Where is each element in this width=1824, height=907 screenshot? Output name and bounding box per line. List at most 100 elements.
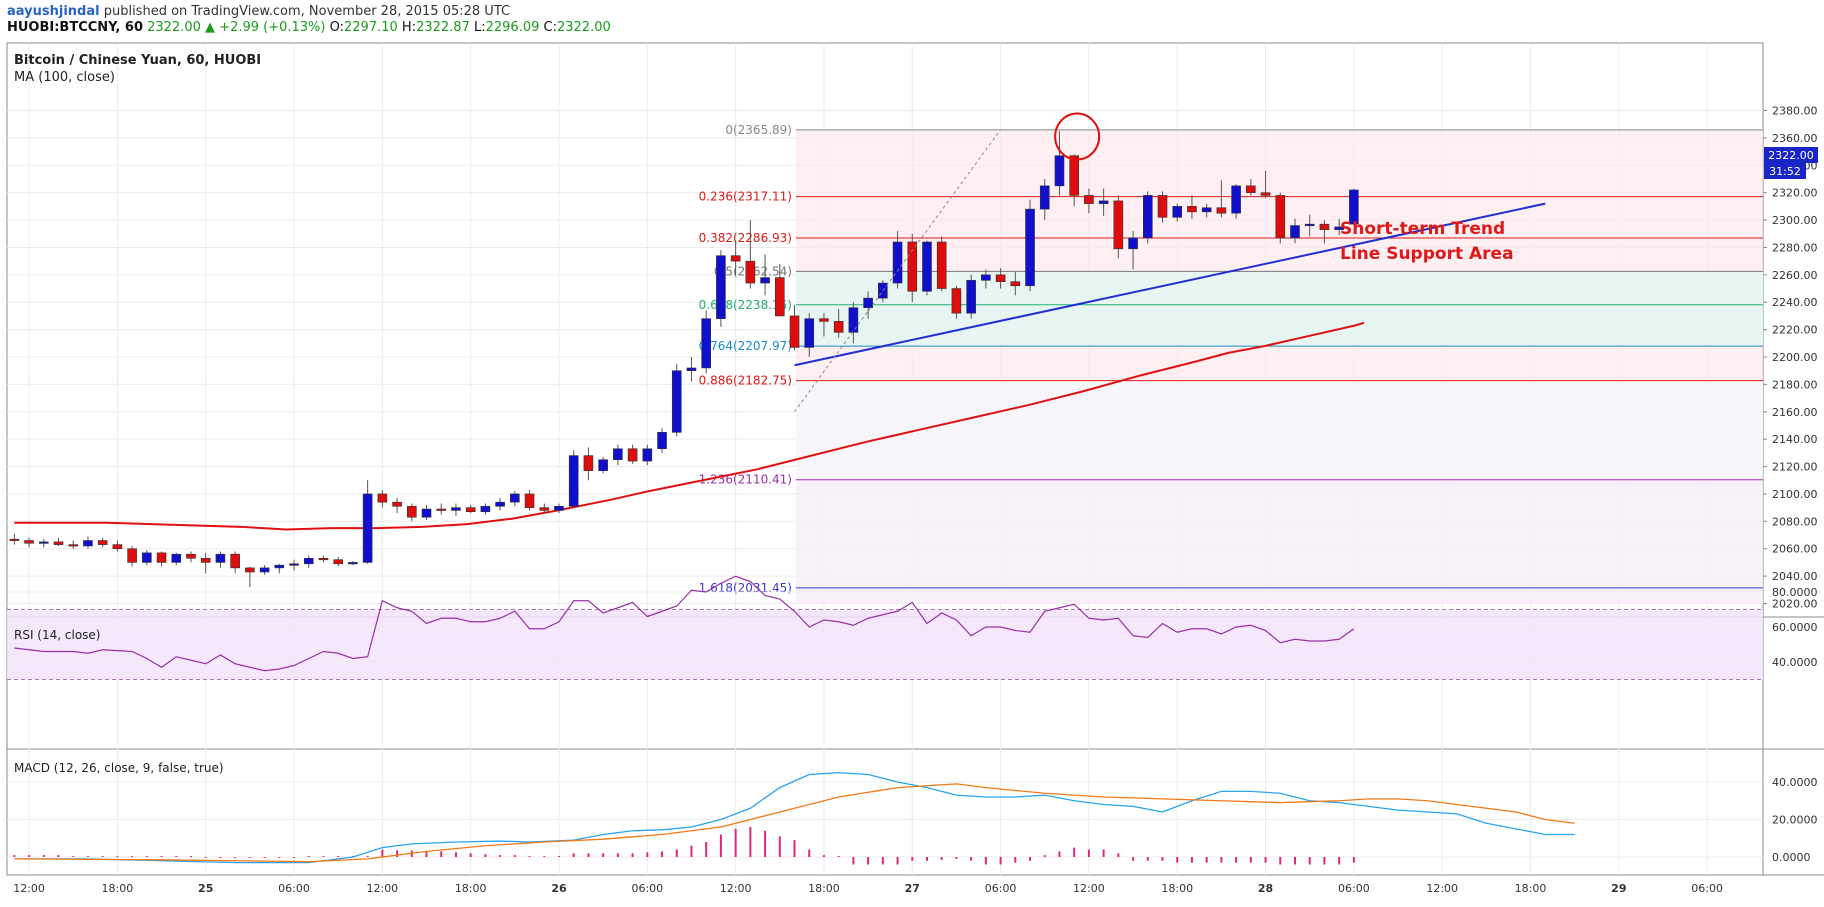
macd-label: MACD (12, 26, close, 9, false, true) xyxy=(14,761,224,775)
candle-body xyxy=(274,564,285,569)
price-tick-label: 2220.00 xyxy=(1772,324,1818,337)
time-axis[interactable]: 12:00 18:00 25 06:00 12:00 18:00 26 06:00 12:00 1… xyxy=(13,882,1723,895)
candle-body xyxy=(789,315,800,348)
candle-body xyxy=(1069,155,1079,196)
candle-body xyxy=(245,567,255,573)
chart-canvas[interactable]: 0(2365.89) 0.236(2317.11) 0.382(2286.93) 0.… xyxy=(0,40,1824,907)
price-tag-box xyxy=(1764,147,1818,163)
time-tick-label: 18:00 xyxy=(1161,882,1193,895)
macd-tick-label: 20.0000 xyxy=(1772,814,1818,827)
price-tick-label: 2320.00 xyxy=(1772,187,1818,200)
candle-body xyxy=(451,507,461,511)
annotation-line-2: Line Support Area xyxy=(1340,244,1514,264)
rsi-tick-label: 60.0000 xyxy=(1772,621,1818,634)
fib-level-label: 1.618(2031.45) xyxy=(699,581,792,595)
close-label: C: xyxy=(543,20,557,35)
high-label: H: xyxy=(401,20,417,35)
fib-level-label: 0.382(2286.93) xyxy=(699,231,792,245)
candle-body xyxy=(907,241,918,292)
rsi-pane: 80.0000 60.0000 40.0000 xyxy=(7,575,1818,680)
price-axis[interactable]: 2020.00 2040.00 2060.00 2080.00 2100.00 2120.… xyxy=(1763,105,1818,611)
price-tick-label: 2180.00 xyxy=(1772,378,1818,391)
candle-body xyxy=(9,538,20,541)
candle-body xyxy=(745,260,756,284)
fib-level-label: 0.764(2207.97) xyxy=(699,339,792,353)
time-tick-label: 26 xyxy=(551,882,567,895)
price-tick-label: 2200.00 xyxy=(1772,351,1818,364)
candle-body xyxy=(981,274,991,281)
candle-body xyxy=(259,567,270,573)
candle-body xyxy=(1334,226,1344,230)
candle-body xyxy=(1128,237,1138,250)
fibonacci-retracement[interactable]: 0(2365.89) 0.236(2317.11) 0.382(2286.93) 0.… xyxy=(699,123,1763,604)
price-tick-label: 2240.00 xyxy=(1772,296,1818,309)
candle-body xyxy=(97,540,108,545)
time-tick-label: 18:00 xyxy=(1515,882,1547,895)
candle-body xyxy=(1054,155,1065,187)
high-circle-marker[interactable] xyxy=(1054,112,1101,161)
fib-anchor-line[interactable] xyxy=(794,129,1001,413)
candle-body xyxy=(406,505,417,518)
price-tick-label: 2100.00 xyxy=(1772,488,1818,501)
open-label: O: xyxy=(329,20,345,35)
candle-body xyxy=(951,288,962,314)
trend-line[interactable] xyxy=(794,202,1546,367)
price-tick-label: 2380.00 xyxy=(1772,105,1818,118)
candle-body xyxy=(833,321,844,333)
fib-level-label: 0.886(2182.75) xyxy=(699,374,792,388)
macd-signal-line xyxy=(14,783,1575,863)
drawings[interactable] xyxy=(794,112,1546,413)
fib-zone-lower xyxy=(795,380,1763,480)
price-tick-label: 2260.00 xyxy=(1772,269,1818,282)
candle-body xyxy=(892,241,903,284)
candle-body xyxy=(554,505,564,511)
candle-body xyxy=(510,493,520,503)
candle-body xyxy=(333,559,343,565)
time-tick-label: 12:00 xyxy=(1073,882,1105,895)
candle-body xyxy=(701,318,711,369)
candle-body xyxy=(303,558,314,565)
macd-tick-label: 0.0000 xyxy=(1772,851,1811,864)
price-tick-label: 2120.00 xyxy=(1772,461,1818,474)
rsi-tick-label: 80.0000 xyxy=(1772,586,1818,599)
time-tick-label: 06:00 xyxy=(1338,882,1370,895)
candle-body xyxy=(1084,195,1094,204)
candle-body xyxy=(936,241,947,289)
time-tick-label: 18:00 xyxy=(808,882,840,895)
candle-body xyxy=(819,318,829,322)
candle-body xyxy=(804,318,815,348)
candle-body xyxy=(215,553,226,563)
ma-legend: MA (100, close) xyxy=(14,70,115,85)
candle-body xyxy=(480,505,491,513)
author-link[interactable]: aayushjindal xyxy=(7,4,100,19)
time-tick-label: 06:00 xyxy=(278,882,310,895)
symbol-label: HUOBI:BTCCNY, 60 xyxy=(7,20,143,35)
candlesticks xyxy=(9,131,1359,588)
rsi-band xyxy=(7,609,1763,680)
time-tick-label: 12:00 xyxy=(366,882,398,895)
candle-body xyxy=(1319,223,1330,230)
candle-body xyxy=(568,455,579,507)
candle-body xyxy=(421,508,432,518)
candle-body xyxy=(657,432,667,450)
candle-body xyxy=(171,553,182,563)
candle-body xyxy=(583,455,594,471)
time-tick-label: 28 xyxy=(1258,882,1273,895)
close-value: 2322.00 xyxy=(556,20,611,35)
published-text: published on TradingView.com, November 2… xyxy=(103,4,511,19)
candle-body xyxy=(642,448,653,462)
candle-body xyxy=(230,553,240,569)
candle-body xyxy=(156,552,167,563)
candle-body xyxy=(186,553,196,559)
rsi-line xyxy=(14,575,1355,672)
candle-body xyxy=(1172,206,1183,218)
time-tick-label: 18:00 xyxy=(102,882,134,895)
candle-body xyxy=(1349,189,1359,225)
candle-body xyxy=(1039,185,1050,210)
candle-body xyxy=(1201,207,1212,213)
candle-body xyxy=(1187,206,1197,213)
candle-body xyxy=(53,541,64,545)
price-tick-label: 2300.00 xyxy=(1772,214,1818,227)
price-tick-label: 2020.00 xyxy=(1772,598,1818,611)
low-label: L: xyxy=(473,20,486,35)
